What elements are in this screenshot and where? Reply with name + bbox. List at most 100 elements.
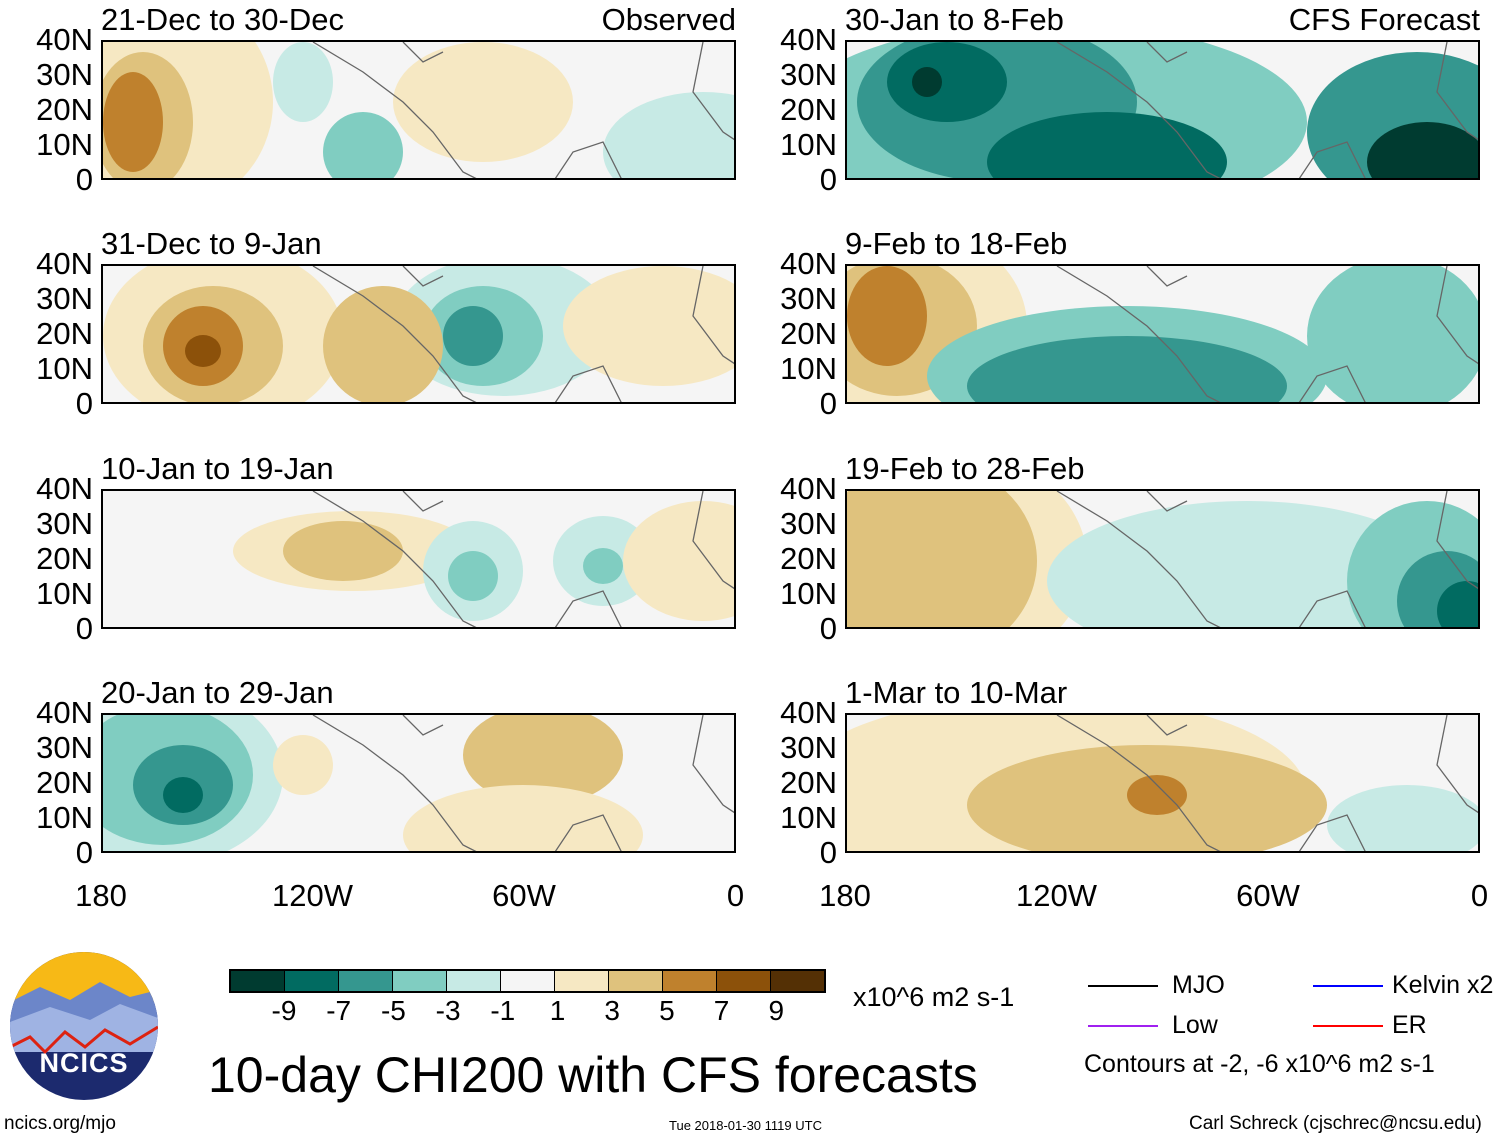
anomaly-region <box>1047 501 1447 627</box>
colorbar-label: 5 <box>659 995 675 1026</box>
panel-title: 1-Mar to 10-Mar <box>845 675 1068 710</box>
y-tick-label: 30N <box>780 281 837 316</box>
y-tick-label: 0 <box>75 611 93 646</box>
anomaly-region <box>847 491 1037 627</box>
colorbar-label: -9 <box>271 995 297 1026</box>
y-tick-label: 30N <box>36 57 93 92</box>
anomaly-region <box>283 521 403 581</box>
anomaly-region <box>967 336 1287 402</box>
coastline <box>312 266 734 402</box>
y-tick-label: 30N <box>780 506 837 541</box>
anomaly-region <box>563 266 734 386</box>
y-tick-label: 30N <box>36 730 93 765</box>
x-tick-label: 60W <box>1236 878 1300 913</box>
footer-url[interactable]: ncics.org/mjo <box>4 1113 116 1134</box>
coastline <box>1056 715 1478 851</box>
colorbar-swatch <box>339 971 393 991</box>
y-tick-label: 20N <box>36 541 93 576</box>
y-tick-label: 40N <box>36 22 93 57</box>
colorbar-units: x10^6 m2 s-1 <box>853 982 1015 1012</box>
anomaly-region <box>623 501 734 621</box>
legend-low: Low <box>1172 1011 1218 1039</box>
colorbar-label: -1 <box>490 995 516 1026</box>
colorbar-swatch <box>717 971 771 991</box>
anomaly-region <box>163 777 203 813</box>
ncics-logo: NCICS <box>10 952 158 1100</box>
anomaly-region <box>463 715 623 805</box>
map-panel <box>101 489 736 629</box>
colorbar-swatch <box>771 971 824 991</box>
colorbar-swatch <box>609 971 663 991</box>
anomaly-region <box>1127 775 1187 815</box>
y-tick-label: 20N <box>780 92 837 127</box>
panel-title: 19-Feb to 28-Feb <box>845 451 1085 486</box>
colorbar-label: 1 <box>549 995 566 1026</box>
anomaly-region <box>603 92 734 178</box>
y-tick-label: 10N <box>36 576 93 611</box>
anomaly-region <box>847 266 927 366</box>
anomaly-region <box>323 112 403 178</box>
legend-er: ER <box>1392 1011 1427 1039</box>
x-tick-label: 180 <box>819 878 871 913</box>
colorbar-swatch <box>663 971 717 991</box>
y-tick-label: 20N <box>780 316 837 351</box>
anomaly-region <box>443 306 503 366</box>
y-tick-label: 0 <box>75 835 93 870</box>
y-tick-label: 0 <box>819 386 837 421</box>
y-tick-label: 0 <box>819 611 837 646</box>
footer-credit: Carl Schreck (cjschrec@ncsu.edu) <box>1189 1113 1482 1134</box>
logo-text: NCICS <box>39 1048 129 1078</box>
panel-tag: Observed <box>601 2 736 37</box>
chi200-field <box>103 715 734 851</box>
anomaly-region <box>448 551 498 601</box>
y-tick-label: 0 <box>75 162 93 197</box>
panel-title: 20-Jan to 29-Jan <box>101 675 334 710</box>
anomaly-region <box>583 548 623 584</box>
footer-timestamp: Tue 2018-01-30 1119 UTC <box>669 1118 822 1133</box>
coastline <box>312 491 734 627</box>
y-tick-label: 20N <box>36 765 93 800</box>
chi200-field <box>103 42 734 178</box>
anomaly-region <box>1307 266 1478 402</box>
panel-title: 30-Jan to 8-Feb <box>845 2 1064 37</box>
chi200-field <box>847 491 1478 627</box>
anomaly-region <box>1437 581 1478 627</box>
y-tick-label: 20N <box>780 765 837 800</box>
colorbar-swatch <box>501 971 555 991</box>
anomaly-region <box>1367 122 1478 178</box>
chi200-field <box>103 266 734 402</box>
colorbar-swatch <box>285 971 339 991</box>
panel-title: 21-Dec to 30-Dec <box>101 2 344 37</box>
y-tick-label: 30N <box>36 506 93 541</box>
y-tick-label: 20N <box>36 92 93 127</box>
anomaly-region <box>273 42 333 122</box>
chi200-field <box>233 491 734 627</box>
y-tick-label: 10N <box>780 351 837 386</box>
y-tick-label: 40N <box>780 246 837 281</box>
y-tick-label: 40N <box>36 246 93 281</box>
anomaly-region <box>1327 785 1478 851</box>
coastline <box>1056 491 1478 627</box>
map-panel <box>845 264 1480 404</box>
y-tick-label: 40N <box>780 471 837 506</box>
y-tick-label: 10N <box>36 127 93 162</box>
y-tick-label: 40N <box>780 695 837 730</box>
colorbar <box>229 969 826 993</box>
chi200-field <box>847 715 1478 851</box>
coastline <box>1056 42 1478 178</box>
x-tick-label: 60W <box>492 878 556 913</box>
colorbar-label: -5 <box>380 995 406 1026</box>
legend-low-line <box>1088 1025 1158 1027</box>
colorbar-swatch <box>231 971 285 991</box>
map-panel <box>101 40 736 180</box>
y-tick-label: 0 <box>819 162 837 197</box>
colorbar-label: -7 <box>326 995 352 1026</box>
colorbar-label: -3 <box>435 995 461 1026</box>
y-tick-label: 20N <box>780 541 837 576</box>
y-tick-label: 10N <box>36 351 93 386</box>
legend-kelvin: Kelvin x2 <box>1392 971 1494 999</box>
anomaly-region <box>912 67 942 97</box>
colorbar-label: 9 <box>768 995 785 1026</box>
coastline <box>312 42 734 178</box>
x-tick-label: 0 <box>726 878 745 913</box>
